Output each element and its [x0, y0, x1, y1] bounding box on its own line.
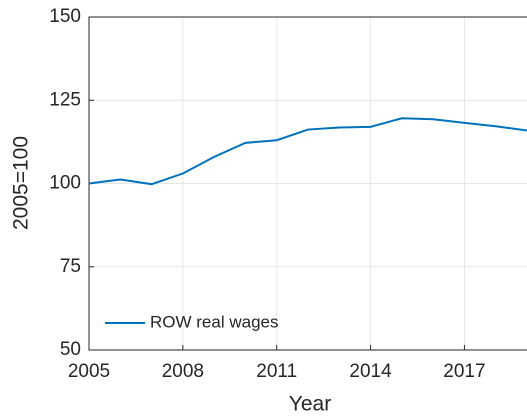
- y-tick-label: 100: [49, 173, 81, 194]
- legend-label: ROW real wages: [150, 312, 278, 331]
- x-tick-label: 2014: [349, 361, 392, 382]
- y-axis-label: 2005=100: [10, 136, 33, 230]
- y-tick-label: 125: [49, 89, 81, 110]
- x-tick-label: 2005: [68, 361, 110, 382]
- y-tick-label: 50: [60, 339, 81, 360]
- x-tick-label: 2017: [443, 361, 485, 382]
- x-tick-label: 2011: [256, 361, 297, 382]
- x-axis-label: Year: [289, 393, 331, 416]
- line: [88, 117, 527, 186]
- x-tick-label: 2008: [162, 361, 204, 382]
- y-tick-label: 75: [60, 256, 81, 277]
- y-tick-label: 150: [49, 6, 81, 27]
